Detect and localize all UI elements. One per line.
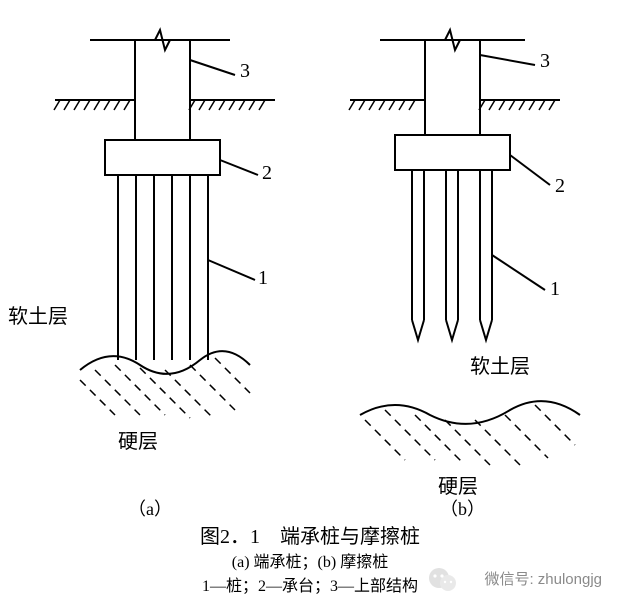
callout-3-b: 3 xyxy=(540,50,550,73)
watermark-text: 微信号: zhulongjg xyxy=(484,568,602,589)
panel-a-svg xyxy=(0,0,320,460)
callout-1-b: 1 xyxy=(550,278,560,301)
soft-layer-label-a: 软土层 xyxy=(8,300,68,329)
panel-b-svg xyxy=(320,0,620,500)
callout-2-b: 2 xyxy=(555,175,565,198)
soft-layer-label-b: 软土层 xyxy=(470,350,530,379)
rb-panel-final: （b） xyxy=(440,495,485,521)
callout-2-a: 2 xyxy=(262,162,272,185)
callout-3-a: 3 xyxy=(240,60,250,83)
panel-label-a: （a） xyxy=(128,495,172,521)
figure-title: 图2．1 端承桩与摩擦桩 xyxy=(0,520,620,549)
hard-layer-label-a: 硬层 xyxy=(118,425,158,454)
wechat-icon xyxy=(426,563,460,597)
callout-1-a: 1 xyxy=(258,267,268,290)
